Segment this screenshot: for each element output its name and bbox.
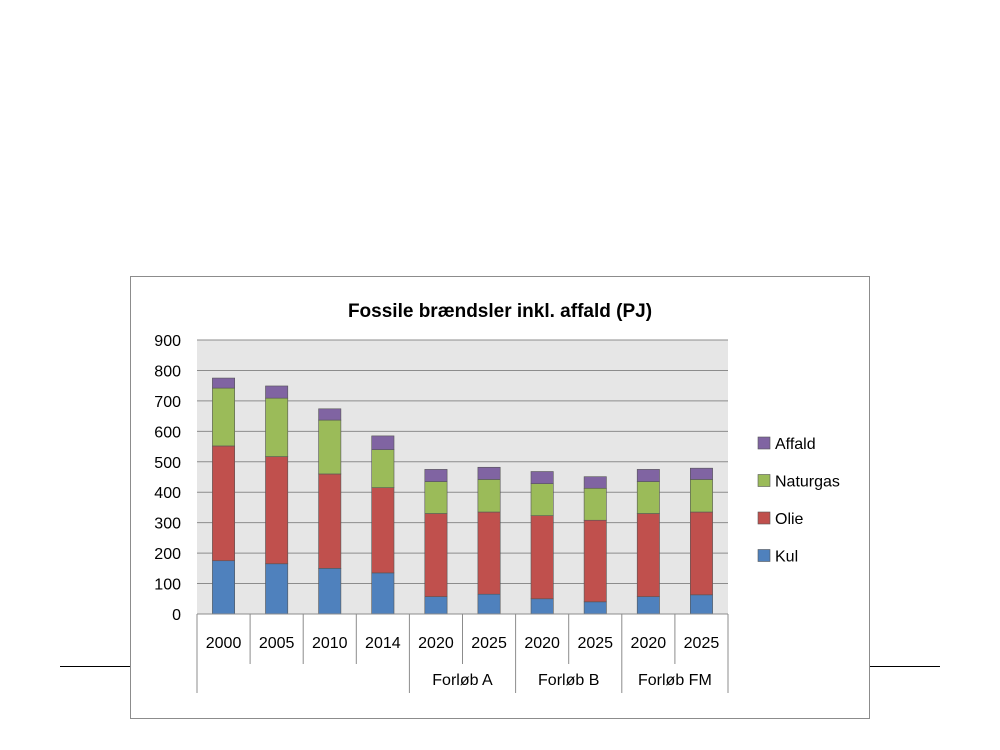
- y-tick-label: 100: [154, 577, 181, 594]
- bar-segment-olie: [583, 519, 607, 603]
- chart-title: Fossile brændsler inkl. affald (PJ): [348, 301, 652, 322]
- bar-segment-olie: [424, 513, 448, 597]
- slide-rule-left: [60, 666, 132, 667]
- y-tick-label: 200: [154, 546, 181, 563]
- bar-segment-naturgas: [636, 481, 660, 514]
- x-group-label: Forløb FM: [638, 672, 712, 689]
- x-tick-label: 2020: [418, 635, 454, 652]
- bar-segment-kul: [477, 593, 501, 615]
- bar-segment-naturgas: [530, 483, 554, 516]
- stacked-bar-chart: Fossile brændsler inkl. affald (PJ) 0 100…: [154, 301, 840, 693]
- bar-segment-affald: [371, 435, 395, 450]
- bar-segment-affald: [212, 377, 236, 389]
- bar-segment-kul: [636, 596, 660, 615]
- bar-segment-kul: [265, 563, 289, 615]
- chart-frame: Fossile brændsler inkl. affald (PJ) 0 100…: [130, 276, 870, 719]
- bar-segment-olie: [689, 511, 713, 596]
- bar-segment-olie: [530, 515, 554, 600]
- bar-segment-kul: [689, 594, 713, 615]
- bar-segment-olie: [318, 473, 342, 569]
- bar-segment-olie: [371, 487, 395, 574]
- y-tick-label: 400: [154, 485, 181, 502]
- bar-segment-kul: [371, 572, 395, 615]
- bar-segment-olie: [265, 456, 289, 565]
- legend-swatch: [757, 436, 771, 450]
- x-tick-label: 2020: [524, 635, 560, 652]
- y-tick-label: 300: [154, 516, 181, 533]
- bar-segment-affald: [583, 476, 607, 489]
- x-tick-label: 2000: [206, 635, 242, 652]
- bar-segment-olie: [636, 513, 660, 597]
- bar-segment-naturgas: [371, 449, 395, 488]
- bar-segment-affald: [477, 466, 501, 480]
- y-tick-label: 700: [154, 394, 181, 411]
- legend-swatch: [757, 474, 771, 487]
- x-tick-label: 2020: [631, 635, 667, 652]
- bar-segment-naturgas: [477, 479, 501, 513]
- bar-segment-olie: [212, 445, 236, 562]
- bar-segment-affald: [689, 467, 713, 480]
- x-group-label: Forløb B: [538, 672, 599, 689]
- legend-label: Affald: [775, 436, 816, 453]
- legend-label: Olie: [775, 511, 804, 528]
- legend-swatch: [757, 511, 771, 525]
- slide-rule-right: [870, 666, 940, 667]
- y-tick-label: 0: [172, 607, 181, 624]
- y-tick-label: 500: [154, 455, 181, 472]
- bar-segment-affald: [636, 469, 660, 482]
- bar-segment-naturgas: [212, 387, 236, 447]
- x-tick-label: 2014: [365, 635, 401, 652]
- bar-segment-naturgas: [689, 479, 713, 513]
- bar-segment-naturgas: [318, 419, 342, 475]
- bar-segment-kul: [318, 568, 342, 615]
- bar-segment-naturgas: [583, 487, 607, 521]
- bar-segment-kul: [212, 560, 236, 615]
- y-tick-label: 800: [154, 363, 181, 380]
- legend-label: Naturgas: [775, 474, 840, 491]
- x-tick-label: 2025: [577, 635, 613, 652]
- y-tick-label: 600: [154, 424, 181, 441]
- legend-swatch: [757, 549, 771, 562]
- x-group-label: Forløb A: [432, 672, 493, 689]
- bar-segment-naturgas: [265, 397, 289, 457]
- legend: Affald Naturgas Olie Kul: [757, 436, 840, 566]
- plot-area: 0 100 200 300 400 500 600 700 800 900 2000 2005 2010…: [154, 333, 729, 693]
- x-tick-label: 2025: [684, 635, 720, 652]
- bar-segment-affald: [265, 385, 289, 399]
- x-tick-label: 2005: [259, 635, 295, 652]
- bar-segment-naturgas: [424, 481, 448, 514]
- x-tick-label: 2010: [312, 635, 348, 652]
- bar-segment-affald: [530, 471, 554, 484]
- bar-segment-kul: [424, 596, 448, 615]
- x-tick-label: 2025: [471, 635, 507, 652]
- bar-segment-kul: [530, 598, 554, 615]
- y-tick-label: 900: [154, 333, 181, 350]
- bar-segment-kul: [583, 601, 607, 615]
- bar-segment-affald: [424, 469, 448, 482]
- legend-label: Kul: [775, 549, 798, 566]
- bar-segment-affald: [318, 408, 342, 421]
- bar-segment-olie: [477, 511, 501, 595]
